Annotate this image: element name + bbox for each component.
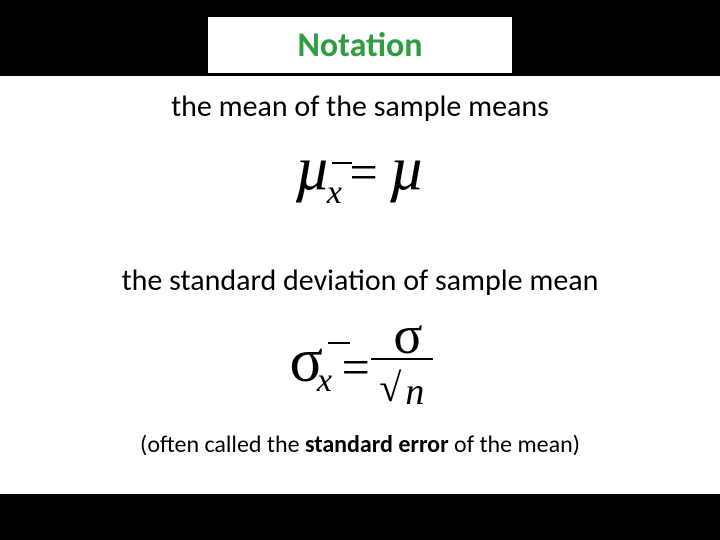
fraction: σ √ n — [385, 308, 430, 414]
formula-mean-inner: µx = µ — [295, 134, 425, 205]
note-bold: standard error — [305, 430, 449, 459]
content-area: the mean of the sample means µx = µ the … — [0, 76, 720, 494]
fraction-bar — [371, 358, 432, 360]
formula-stddev: σ x = σ √ n — [0, 308, 720, 414]
formula-stddev-inner: σ x = σ √ n — [289, 308, 430, 414]
section1-description: the mean of the sample means — [0, 88, 720, 125]
note-suffix: of the mean) — [449, 430, 580, 459]
radical-symbol: √ — [379, 364, 401, 411]
formula-mean: µx = µ — [0, 134, 720, 205]
x-bar-overline-1 — [332, 162, 352, 164]
section2-description: the standard deviation of sample mean — [0, 262, 720, 299]
title-container: Notation — [208, 17, 512, 73]
standard-error-note: (often called the standard error of the … — [0, 430, 720, 459]
page-title: Notation — [297, 25, 422, 66]
equals-2: = — [342, 338, 370, 396]
note-prefix: (often called the — [140, 430, 305, 459]
fraction-denominator: √ n — [385, 368, 430, 414]
x-bar-subscript-1: x — [327, 174, 342, 212]
x-bar-subscript-2: x — [317, 362, 332, 400]
mu-symbol-rhs: µ — [389, 134, 425, 205]
n-variable: n — [405, 370, 424, 414]
sigma-symbol-numerator: σ — [385, 308, 430, 362]
equals-1: = — [349, 143, 377, 201]
mu-symbol-lhs: µ — [295, 134, 331, 205]
